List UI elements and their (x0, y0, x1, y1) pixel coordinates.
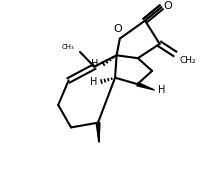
Text: CH₂: CH₂ (180, 56, 196, 65)
Text: H: H (90, 77, 98, 86)
Text: H: H (158, 85, 165, 95)
Polygon shape (96, 123, 100, 142)
Text: H: H (91, 59, 99, 69)
Text: O: O (113, 24, 122, 34)
Polygon shape (137, 82, 155, 90)
Text: CH₃: CH₃ (61, 44, 74, 50)
Text: O: O (163, 1, 172, 11)
